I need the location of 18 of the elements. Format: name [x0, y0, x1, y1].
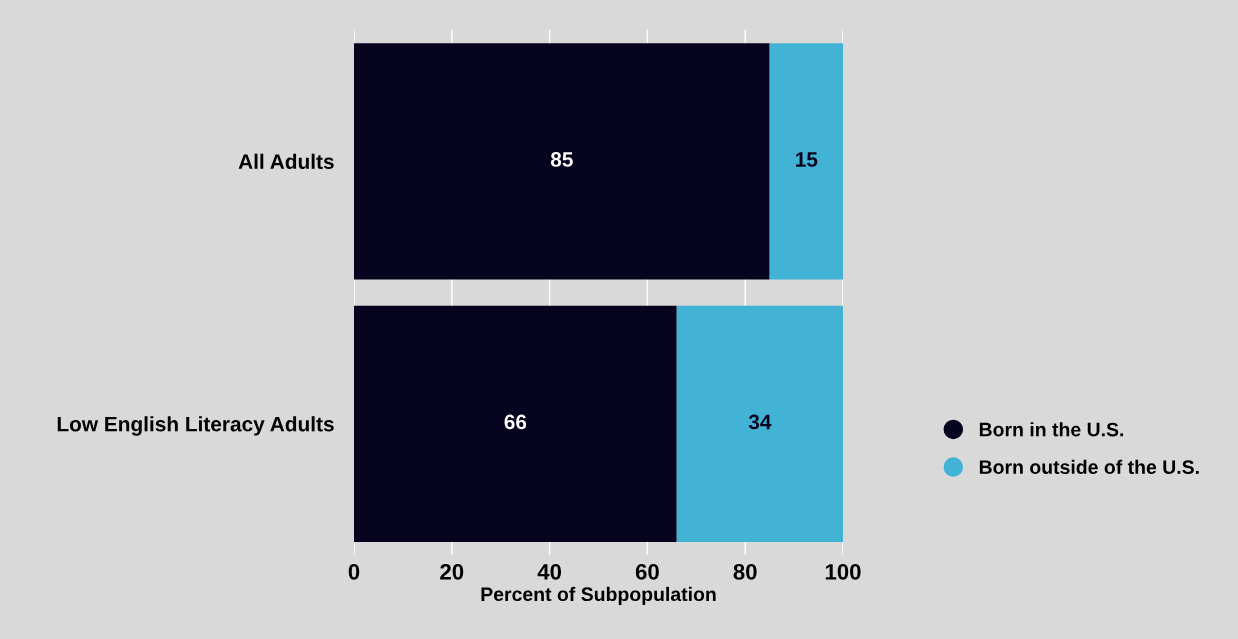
- bar: [769, 43, 843, 280]
- x-tick-label: 0: [348, 563, 360, 580]
- y-tick-label: All Adults: [238, 153, 334, 169]
- bar: [676, 305, 843, 542]
- data-label: 15: [796, 152, 818, 167]
- data-label: 85: [550, 152, 573, 167]
- y-tick-label: Low English Literacy Adults: [57, 416, 334, 436]
- x-tick-label: 60: [635, 563, 659, 580]
- x-tick-label: 80: [733, 563, 757, 580]
- data-label: 34: [748, 414, 772, 430]
- legend-label: Born outside of the U.S.: [979, 459, 1199, 474]
- x-tick-label: 40: [537, 563, 562, 580]
- legend-label: Born in the U.S.: [979, 422, 1124, 437]
- x-tick-label: 100: [825, 563, 861, 580]
- x-tick-label: 20: [440, 563, 464, 580]
- data-label: 66: [504, 414, 527, 430]
- x-axis-title: Percent of Subpopulation: [481, 586, 716, 605]
- bar: [354, 305, 677, 542]
